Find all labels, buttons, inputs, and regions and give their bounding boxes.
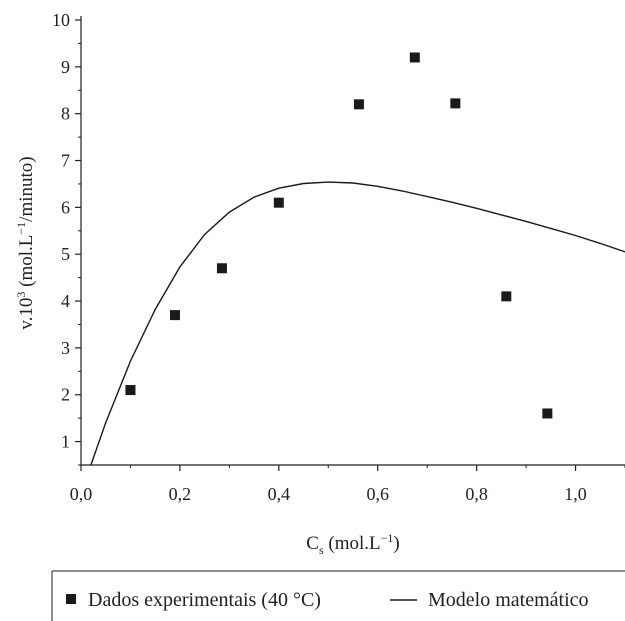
- data-point: [169, 310, 180, 321]
- data-point: [450, 98, 461, 109]
- y-tick-label: 5: [61, 244, 70, 264]
- data-points: [125, 52, 553, 419]
- x-label-main: C: [306, 533, 319, 554]
- y-label-sup1: 3: [14, 292, 28, 298]
- y-label-rest: /minuto): [16, 156, 37, 221]
- x-tick-label: 0,0: [70, 484, 93, 504]
- y-tick-label: 10: [52, 10, 70, 30]
- x-tick-label: 0,4: [268, 484, 291, 504]
- data-point: [501, 291, 512, 302]
- data-point: [353, 99, 364, 110]
- y-tick-label: 8: [61, 104, 70, 124]
- y-tick-label: 4: [61, 291, 70, 311]
- data-point: [216, 263, 227, 274]
- data-point: [273, 197, 284, 208]
- x-label-rest: (mol.L: [324, 533, 381, 554]
- legend-label-model: Modelo matemático: [428, 589, 589, 611]
- y-tick-label: 1: [61, 432, 70, 452]
- y-label-main: v.10: [16, 298, 37, 330]
- x-axis-label: Cs (mol.L−1): [306, 531, 399, 557]
- y-label-mid: (mol.L: [16, 235, 37, 292]
- x-tick-label: 0,2: [169, 484, 192, 504]
- x-label-close: ): [393, 533, 399, 554]
- plot-area: 1 2 3 4 5 6 7 8 9 10 0,0 0,2 0,4 0,6 0,8 1,0: [52, 10, 625, 504]
- legend: Dados experimentais (40 °C) Modelo matem…: [51, 570, 625, 621]
- y-label-sup2: −1: [14, 222, 28, 235]
- y-tick-label: 2: [61, 385, 70, 405]
- y-axis-label: v.103 (mol.L−1/minuto): [14, 156, 37, 329]
- y-tick-label: 9: [61, 57, 70, 77]
- model-curve: [90, 181, 625, 466]
- y-tick-label: 3: [61, 338, 70, 358]
- data-point: [542, 408, 553, 419]
- y-tick-label: 7: [61, 151, 70, 171]
- x-tick-label: 0,6: [366, 484, 389, 504]
- x-tick-label: 0,8: [465, 484, 488, 504]
- y-ticks: 1 2 3 4 5 6 7 8 9 10: [52, 10, 81, 466]
- x-tick-label: 1,0: [564, 484, 587, 504]
- x-ticks: 0,0 0,2 0,4 0,6 0,8 1,0: [70, 465, 625, 504]
- x-label-sup: −1: [381, 531, 394, 545]
- x-label-sub: s: [319, 543, 324, 557]
- data-point: [409, 52, 420, 63]
- y-tick-label: 6: [61, 197, 70, 217]
- legend-label-experimental: Dados experimentais (40 °C): [88, 589, 321, 611]
- data-point: [125, 385, 136, 396]
- legend-marker-square: [66, 594, 76, 604]
